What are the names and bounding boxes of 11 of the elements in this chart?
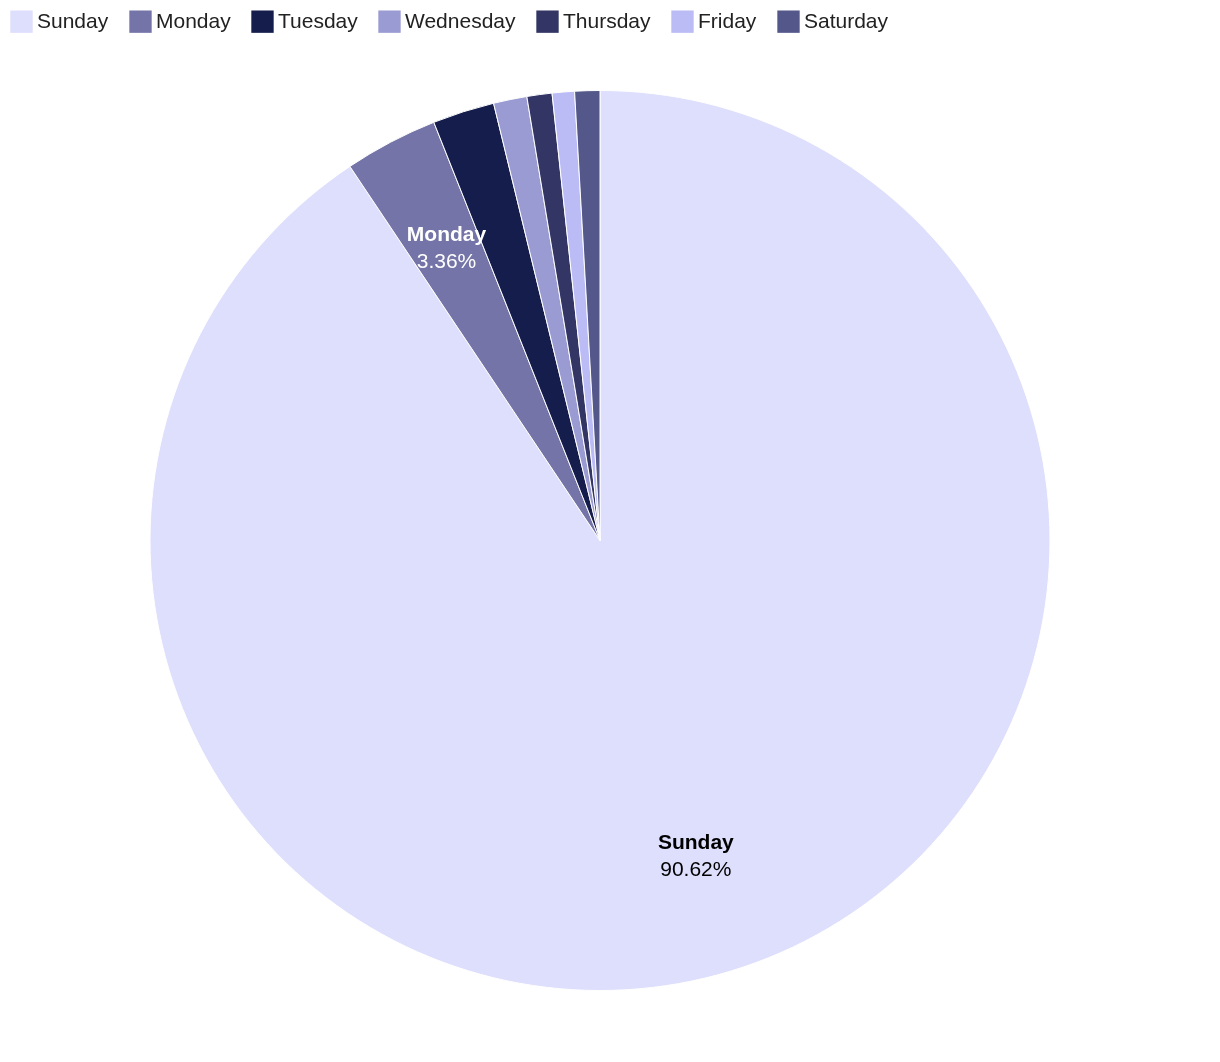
slice-label: Sunday xyxy=(657,830,735,854)
data-label: 90.62% xyxy=(660,857,732,881)
legend-label: Thursday xyxy=(563,8,652,32)
legend-label: Wednesday xyxy=(405,8,517,32)
legend-label: Monday xyxy=(156,8,232,32)
pie-slice xyxy=(150,90,1051,991)
legend-label: Tuesday xyxy=(278,8,359,32)
legend-label: Friday xyxy=(698,8,757,32)
legend-label: Saturday xyxy=(804,8,889,32)
legend-label: Sunday xyxy=(37,8,109,32)
data-label: 3.36% xyxy=(416,249,477,273)
